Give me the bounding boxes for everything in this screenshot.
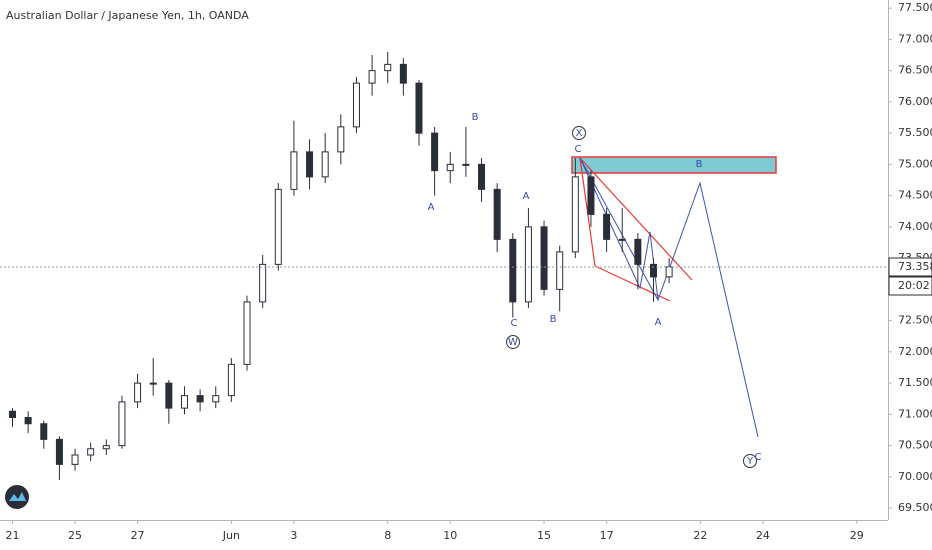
wave-label: B [472,112,479,123]
candle-body [165,382,173,409]
candle-body [102,445,110,450]
candle-body [509,238,517,303]
wave-circle [743,454,757,468]
x-tick-label: 3 [290,529,297,542]
y-tick-label: 77.500 [898,1,932,14]
y-tick-label: 75.500 [898,126,932,139]
wave-label: W [508,337,518,348]
candle-body [384,63,392,72]
target-zone [571,156,777,174]
candle-body [618,238,626,241]
candle-body [587,176,595,215]
wave-label: A [428,202,435,213]
candle-body [337,126,345,153]
y-tick-label: 76.000 [898,95,932,108]
y-tick-label: 74.500 [898,189,932,202]
y-tick-label: 71.500 [898,376,932,389]
candle-body [259,263,267,303]
candle-body [649,263,657,278]
candle-body [352,82,360,128]
candle-body [149,382,157,385]
trend-line [579,157,693,281]
candle-body [212,395,220,403]
candle-body [462,163,470,166]
candle-body [55,438,63,465]
wave-label: B [550,314,557,325]
candle-body [71,454,79,465]
wave-label: Y [746,456,754,467]
x-tick-label: 10 [443,529,457,542]
candle-body [134,382,142,403]
y-tick-label: 72.000 [898,345,932,358]
x-tick-label: 8 [384,529,391,542]
x-tick-label: 17 [600,529,614,542]
y-tick-label: 70.000 [898,470,932,483]
candle-body [415,82,423,134]
logo [5,485,29,509]
candle-body [634,238,642,265]
x-tick-label: 29 [850,529,864,542]
y-tick-label: 71.000 [898,407,932,420]
candle-body [274,188,282,265]
candle-body [118,401,126,447]
last-price-label: 73.358 [898,260,932,273]
candle-body [368,70,376,84]
wave-circle [572,126,586,140]
candle-body [431,132,439,172]
candle-body [603,213,611,240]
last-price-tag [888,257,932,277]
candle-body [40,423,48,440]
candle-body [540,226,548,290]
candle-body [290,151,298,190]
drawings [506,126,777,468]
candle-body [524,226,532,303]
x-tick-label: 21 [6,529,20,542]
wave-label: B [696,159,703,170]
x-tick-label: 24 [756,529,770,542]
candle-body [227,363,235,397]
candle-body [9,410,17,418]
logo-icon [9,492,26,501]
y-tick-label: 69.500 [898,501,932,514]
x-tick-label: 25 [68,529,82,542]
x-tick-label: 15 [537,529,551,542]
wave-label: A [655,317,662,328]
candle-body [196,395,204,403]
y-tick-label: 72.500 [898,314,932,327]
y-tick-label: 76.500 [898,64,932,77]
x-tick-label: 27 [131,529,145,542]
x-tick-label: Jun [222,529,240,542]
candle-body [399,63,407,84]
y-tick-label: 75.000 [898,157,932,170]
candle-body [87,448,95,456]
wave-label: C [755,452,762,463]
candle-body [665,266,673,278]
countdown-tag [888,276,932,296]
candle-body [493,188,501,240]
candle-body [571,176,579,253]
wave-circle [506,335,520,349]
candle-body [24,417,32,425]
y-tick-label: 70.500 [898,439,932,452]
wave-label: A [523,191,530,202]
y-tick-label: 74.000 [898,220,932,233]
wave-label: X [576,128,583,139]
candle-body [243,301,251,365]
candle-body [446,163,454,172]
candle-body [556,251,564,290]
countdown-label: 20:02 [898,279,930,292]
chart-title: Australian Dollar / Japanese Yen, 1h, OA… [6,9,249,22]
wave-path [579,157,759,438]
x-tick-label: 22 [693,529,707,542]
y-tick-label: 77.000 [898,32,932,45]
candle-body [180,395,188,409]
candle-body [306,151,314,178]
wave-label: C [511,318,518,329]
candle-body [478,163,486,190]
wave-label: C [575,144,582,155]
candle-body [321,151,329,178]
